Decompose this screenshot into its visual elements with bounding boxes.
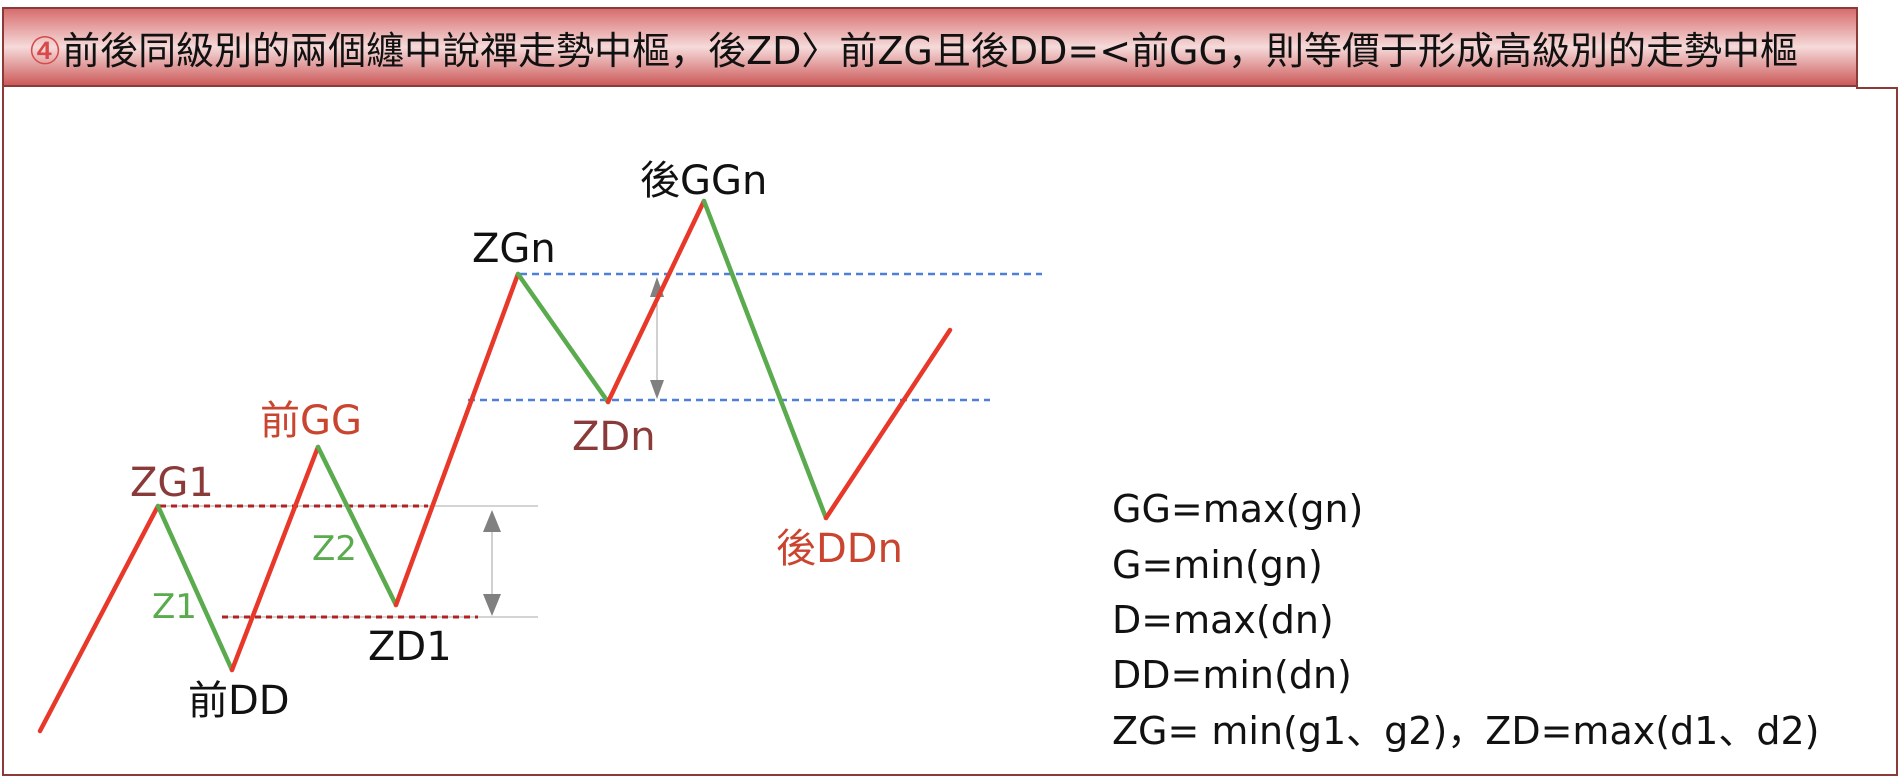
label-qian-gg: 前GG <box>260 398 362 444</box>
label-zgn: ZGn <box>472 226 556 272</box>
label-z1: Z1 <box>152 587 197 627</box>
upper-gap-arrow-down-icon <box>650 380 664 399</box>
formula-g: G=min(gn) <box>1112 543 1323 587</box>
down-stroke-6 <box>701 198 829 521</box>
formula-dd: DD=min(dn) <box>1112 653 1352 697</box>
up-stroke-7 <box>823 327 953 521</box>
page-title: ④前後同級別的兩個纏中說禪走勢中樞，後ZD〉前ZG且後DD=<前GG，則等價于形… <box>4 20 1798 75</box>
up-stroke-2 <box>229 444 321 673</box>
title-marker: ④ <box>28 28 63 73</box>
label-zdn: ZDn <box>572 414 656 460</box>
up-stroke-5 <box>605 198 707 405</box>
down-stroke-z1 <box>155 503 235 673</box>
label-qian-dd: 前DD <box>188 678 290 724</box>
label-zd1: ZD1 <box>368 624 452 670</box>
title-text: 前後同級別的兩個纏中說禪走勢中樞，後ZD〉前ZG且後DD=<前GG，則等價于形成… <box>62 28 1798 73</box>
title-bar: ④前後同級別的兩個纏中說禪走勢中樞，後ZD〉前ZG且後DD=<前GG，則等價于形… <box>2 7 1858 87</box>
down-stroke-z2 <box>315 444 399 608</box>
up-stroke-1 <box>37 503 161 734</box>
lower-gap-arrow-up-icon <box>483 510 501 532</box>
diagram-frame <box>2 87 1898 776</box>
up-stroke-3 <box>393 271 521 608</box>
label-zg1: ZG1 <box>130 460 214 506</box>
lower-gap-arrow-down-icon <box>483 594 501 616</box>
label-hou-ggn: 後GGn <box>640 158 767 204</box>
frame-edge <box>1856 87 1898 89</box>
down-stroke-4 <box>515 271 611 405</box>
formula-d: D=max(dn) <box>1112 598 1334 642</box>
formula-gg: GG=max(gn) <box>1112 487 1363 531</box>
label-z2: Z2 <box>312 529 357 569</box>
formula-zg-zd: ZG= min(g1、g2)，ZD=max(d1、d2) <box>1112 709 1819 753</box>
label-hou-ddn: 後DDn <box>776 526 903 572</box>
